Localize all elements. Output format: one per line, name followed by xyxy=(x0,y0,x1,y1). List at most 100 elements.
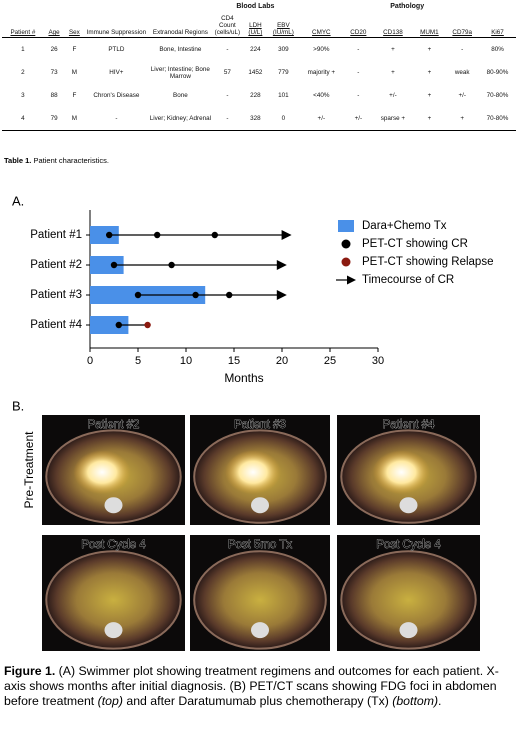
x-tick-label: 0 xyxy=(87,355,93,367)
table-cell: - xyxy=(212,107,243,131)
column-header: EBV (IU/mL) xyxy=(268,11,299,38)
column-header: CD79a xyxy=(445,11,480,38)
table-row: 4 79 M - Liver; Kidney; Adrenal -328 0 +/- +/- sp… xyxy=(2,107,516,131)
table-cell: 3 xyxy=(21,92,25,99)
scan-image: Post Cycle 4 xyxy=(42,535,185,651)
scan-label: Post Cycle 4 xyxy=(376,539,441,551)
column-header: Age xyxy=(43,11,65,38)
table-cell: 228 xyxy=(250,92,261,99)
table-row: 2 73 M HIV+ Liver; Intestine; Bone Marrow 57 1… xyxy=(2,61,516,84)
table-cell: Bone xyxy=(173,92,188,99)
legend-swatch xyxy=(341,257,351,267)
bar xyxy=(90,256,124,274)
table-cell: 101 xyxy=(278,92,289,99)
table-cell: + xyxy=(427,46,432,53)
scan-hotspot xyxy=(225,450,281,495)
scan-image: Patient #2 xyxy=(42,415,185,525)
arrowhead xyxy=(281,230,292,240)
table-cell: Bone, Intestine xyxy=(159,46,202,53)
table-cell: Liver; Kidney; Adrenal xyxy=(148,107,213,131)
table-cell: +/- xyxy=(458,92,466,99)
table-cell: 0 xyxy=(268,107,299,131)
table-cell: >90% xyxy=(313,46,330,53)
table-cell: - xyxy=(357,69,360,76)
x-tick-label: 25 xyxy=(324,355,336,367)
scan-image: Post 5mo Tx xyxy=(190,535,330,651)
table-cell: 2 xyxy=(21,69,25,76)
table-cell: + xyxy=(427,69,432,76)
group-header: Blood Labs xyxy=(236,3,275,10)
legend-swatch xyxy=(338,220,354,232)
x-tick-label: 15 xyxy=(228,355,240,367)
table-cell: +/- xyxy=(389,92,397,99)
table-cell: + xyxy=(391,69,395,76)
column-header: LDH (U/L) xyxy=(242,11,269,38)
table-cell: Liver; Intestine; Bone Marrow xyxy=(150,65,210,80)
scan-image: Patient #3 xyxy=(190,415,330,525)
scan-spine xyxy=(104,497,123,514)
table-row: 3 88 F Chron's Disease Bone - 228 101 <40% - +/- + +… xyxy=(2,84,516,107)
caption-text: and after Daratumumab plus chemotherapy … xyxy=(126,694,389,708)
caption-label: Figure 1. xyxy=(4,664,56,678)
scan-label: Patient #4 xyxy=(383,419,435,431)
caption-emphasis: (bottom) xyxy=(392,694,439,708)
column-header: CD20 xyxy=(344,11,373,38)
bar xyxy=(90,226,119,244)
table-cell: - xyxy=(461,46,464,53)
x-tick-label: 5 xyxy=(135,355,141,367)
table-cell: + xyxy=(391,46,395,53)
table-cell: 224 xyxy=(250,46,261,53)
scan-label: Post Cycle 4 xyxy=(81,539,146,551)
arrowhead xyxy=(276,290,287,300)
scan-spine xyxy=(104,622,123,639)
table-cell: 4 xyxy=(2,107,44,131)
cr-point xyxy=(226,291,233,299)
scan-spine xyxy=(399,622,418,639)
table-cell: + xyxy=(445,107,480,131)
table-cell: 57 xyxy=(223,69,231,76)
column-header: CMYC xyxy=(298,11,345,38)
table-cell: 309 xyxy=(278,46,289,53)
legend-label: PET-CT showing CR xyxy=(362,238,468,250)
table-cell: sparse + xyxy=(372,107,414,131)
relapse-point xyxy=(144,321,151,329)
table-cell: - xyxy=(84,107,149,131)
table-cell: 88 xyxy=(50,92,58,99)
x-tick-label: 20 xyxy=(276,355,288,367)
scan-spine xyxy=(251,622,269,639)
scan-hotspot xyxy=(73,450,131,495)
cr-point xyxy=(106,231,113,239)
scan-body xyxy=(340,550,477,650)
scan-label: Patient #3 xyxy=(234,419,286,431)
column-header: CD138 xyxy=(372,11,414,38)
scan-spine xyxy=(399,497,418,514)
column-header: Ki67 xyxy=(479,11,516,38)
table-cell: 1452 xyxy=(248,69,263,76)
table-cell: <40% xyxy=(313,92,330,99)
legend-label: PET-CT showing Relapse xyxy=(362,256,493,268)
panel-label: A. xyxy=(12,193,24,208)
caption-emphasis: (top) xyxy=(97,694,123,708)
row-label: Pre-Treatment xyxy=(22,431,36,509)
legend-swatch xyxy=(347,275,356,285)
figure-caption: Figure 1. (A) Swimmer plot showing treat… xyxy=(4,664,514,709)
table-cell: F xyxy=(72,92,77,99)
table-cell: + xyxy=(413,107,446,131)
table-caption: Table 1. Patient characteristics. xyxy=(4,156,109,165)
table-cell: 73 xyxy=(50,69,58,76)
column-header: Patient # xyxy=(2,11,44,38)
table-body: 1 26 F PTLD Bone, Intestine -224 309 >90% - + + -80… xyxy=(2,38,516,131)
cr-point xyxy=(211,231,218,239)
table-cell: 70-80% xyxy=(479,107,516,131)
table-cell: - xyxy=(357,46,360,53)
scan-label: Patient #2 xyxy=(88,419,140,431)
table-cell: 70-80% xyxy=(486,92,509,99)
table-cell: 328 xyxy=(242,107,269,131)
x-tick-label: 30 xyxy=(372,355,384,367)
table-cell: majority + xyxy=(307,69,336,76)
table-cell: HIV+ xyxy=(109,69,124,76)
legend-label: Timecourse of CR xyxy=(362,274,454,286)
group-header: Pathology xyxy=(390,3,425,10)
table-cell: M xyxy=(64,107,85,131)
table-cell: +/- xyxy=(344,107,373,131)
